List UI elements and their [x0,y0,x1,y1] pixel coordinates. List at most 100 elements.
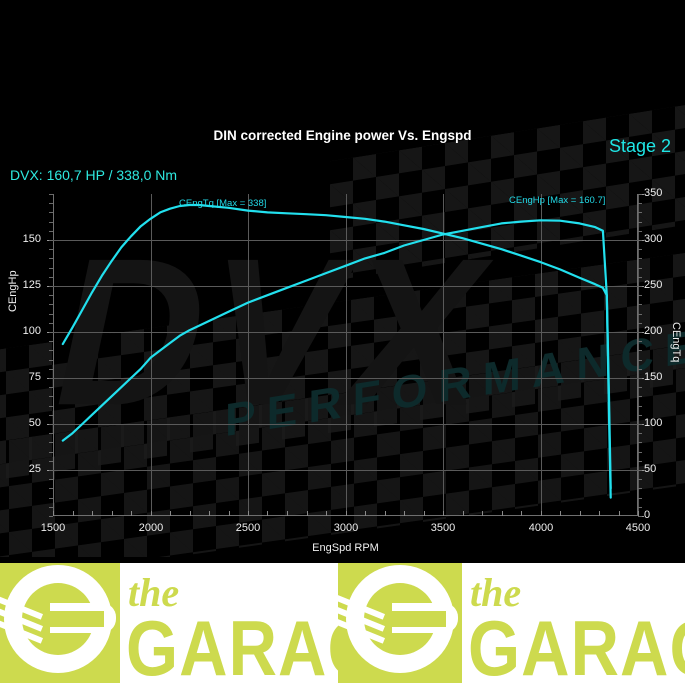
y-axis-left-minor-tick [49,369,53,370]
y-axis-right-tick-label: 250 [644,279,663,291]
y-axis-left-minor-tick [49,452,53,453]
y-axis-right-tick-label: 50 [644,463,657,475]
y-axis-right-minor-tick [638,194,642,195]
y-axis-left-minor-tick [49,488,53,489]
y-axis-right-minor-tick [638,323,642,324]
y-axis-left-minor-tick [49,341,53,342]
chart-title: DIN corrected Engine power Vs. Engspd [213,128,472,143]
y-axis-right-minor-tick [638,488,642,489]
x-axis-minor-tick [307,511,308,516]
y-axis-right-minor-tick [638,314,642,315]
x-axis-tick-label: 3500 [430,522,456,534]
gridline-horizontal [53,470,638,471]
x-axis-minor-tick [112,511,113,516]
y-axis-right-minor-tick [638,452,642,453]
y-axis-left-minor-tick [49,442,53,443]
g-mark-icon [0,563,120,683]
y-axis-right-minor-tick [638,406,642,407]
garage-logo: the GARAGE [0,563,425,685]
x-axis-title: EngSpd RPM [312,542,379,554]
x-axis-minor-tick [599,511,600,516]
y-axis-right-minor-tick [638,470,642,471]
x-axis-minor-tick [53,511,54,516]
y-axis-left-minor-tick [49,350,53,351]
gridline-horizontal [53,424,638,425]
y-axis-right-minor-tick [638,507,642,508]
y-axis-left-tick-label: 125 [22,279,41,291]
y-axis-right-minor-tick [638,222,642,223]
x-axis-minor-tick [170,511,171,516]
x-axis-tick-label: 2500 [235,522,261,534]
x-axis-minor-tick [287,511,288,516]
y-axis-left-minor-tick [49,314,53,315]
x-axis-minor-tick [131,511,132,516]
y-axis-right-minor-tick [638,203,642,204]
y-axis-right-minor-tick [638,387,642,388]
y-axis-left-tick-label: 25 [28,463,41,475]
y-axis-left-minor-tick [49,424,53,425]
y-axis-left-minor-tick [49,360,53,361]
y-axis-right-minor-tick [638,378,642,379]
y-axis-right-minor-tick [638,442,642,443]
g-mark-icon [328,563,462,683]
y-axis-right-minor-tick [638,268,642,269]
y-axis-left-minor-tick [49,212,53,213]
x-axis-minor-tick [580,511,581,516]
y-axis-left-minor-tick [49,277,53,278]
y-axis-left-minor-tick [49,470,53,471]
y-axis-right-minor-tick [638,369,642,370]
y-axis-right-minor-tick [638,424,642,425]
y-axis-right-minor-tick [638,350,642,351]
gridline-vertical [248,194,249,516]
gridline-vertical [638,194,639,516]
y-axis-left-minor-tick [49,332,53,333]
x-axis-minor-tick [248,511,249,516]
y-axis-left-minor-tick [49,258,53,259]
y-axis-left-minor-tick [49,222,53,223]
plot-area: 1500 2000 2500 3000 3500 4000 4500 25 50 75 100 125… [7,187,682,554]
curve-cenghp [61,219,612,499]
gridline-vertical [151,194,152,516]
y-axis-left-minor-tick [49,231,53,232]
logo-the-text: the [470,570,522,615]
gridline-vertical [541,194,542,516]
y-axis-right-minor-tick [638,249,642,250]
y-axis-right-tick-label: 350 [644,187,663,199]
torque-curve-label: CEngTq [Max = 338] [179,198,267,209]
y-axis-right-minor-tick [638,231,642,232]
power-curve-label: CEngHp [Max = 160.7] [509,195,606,206]
y-axis-right-tick-label: 0 [644,509,651,521]
x-axis-tick-label: 4000 [528,522,554,534]
y-axis-left-minor-tick [49,194,53,195]
gridline-horizontal [53,286,638,287]
x-axis-minor-tick [638,511,639,516]
y-axis-left-minor-tick [49,396,53,397]
x-axis-minor-tick [463,511,464,516]
gridline-horizontal [53,240,638,241]
y-axis-left-title: CEngHp [7,270,19,312]
y-axis-right-minor-tick [638,396,642,397]
curve-layer [61,203,612,499]
x-axis-minor-tick [190,511,191,516]
chart-card: DVX PERFORMANCE DIN corrected Engine pow… [0,94,685,557]
x-axis-minor-tick [209,511,210,516]
y-axis-right-minor-tick [638,360,642,361]
y-axis-left-minor-tick [49,323,53,324]
x-axis-minor-tick [404,511,405,516]
y-axis-left-minor-tick [49,516,53,517]
stage-label: Stage 2 [608,136,671,156]
x-axis-minor-tick [365,511,366,516]
y-axis-left-minor-tick [49,295,53,296]
x-axis-minor-tick [267,511,268,516]
gridline-vertical [443,194,444,516]
x-axis-minor-tick [560,511,561,516]
y-axis-left-tick-label: 75 [28,371,41,383]
x-axis-minor-tick [541,511,542,516]
y-axis-left-tick-label: 150 [22,233,41,245]
gridline-vertical [346,194,347,516]
y-axis-right-minor-tick [638,277,642,278]
y-axis-left-minor-tick [49,378,53,379]
y-axis-right-tick-label: 300 [644,233,663,245]
y-axis-left-minor-tick [49,304,53,305]
y-axis-left-minor-tick [49,268,53,269]
